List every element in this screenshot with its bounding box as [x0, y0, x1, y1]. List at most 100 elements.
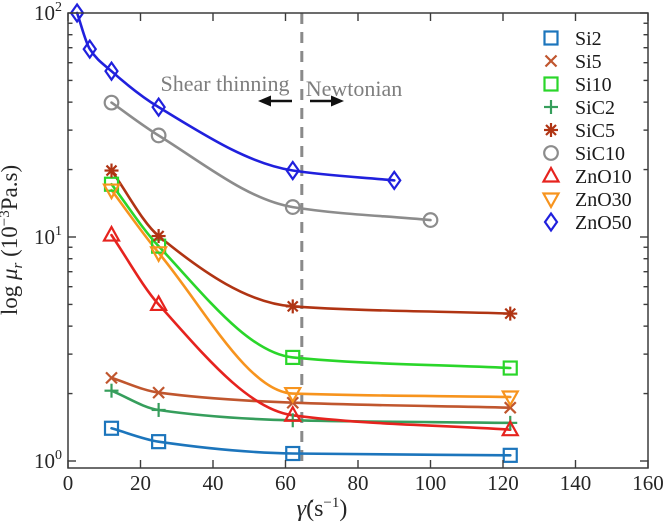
data-point-ZnO50 [69, 2, 85, 24]
legend-label-sic2: SiC2 [575, 97, 615, 119]
legend-label-zno10: ZnO10 [575, 166, 632, 188]
data-point-Si2-shape [502, 447, 518, 463]
legend-marker-zno10-icon-shape [541, 165, 561, 183]
data-point-ZnO30-shape [102, 183, 121, 201]
series-curve-Si10 [110, 182, 512, 370]
data-point-Si10-shape [285, 349, 301, 366]
legend-item-sic5: SiC5 [544, 120, 615, 142]
x-axis-label: γ̇(s−1) [297, 495, 348, 522]
data-point-ZnO50-shape [151, 96, 166, 118]
data-point-SiC2 [151, 402, 166, 417]
data-point-SiC10-shape [150, 127, 167, 144]
x-tick-label-100: 100 [415, 471, 447, 495]
legend-item-si2: Si2 [543, 28, 602, 50]
y-tick-label-10e1: 101 [34, 224, 62, 249]
data-point-SiC5-stroke [152, 230, 165, 242]
legend-item-sic2: SiC2 [544, 97, 615, 119]
legend-marker-sic2-icon [544, 100, 558, 114]
tick-labels: 0 20 40 60 80 100 120 140 160 100 101 102 [34, 0, 664, 495]
data-point-ZnO30 [500, 390, 520, 408]
data-point-SiC10-shape [103, 94, 120, 111]
data-point-Si10 [502, 360, 518, 376]
data-point-ZnO50-shape [386, 169, 402, 191]
legend-item-sic10: SiC10 [543, 143, 625, 165]
legend-marker-sic5-icon [544, 123, 558, 137]
data-point-Si2 [151, 434, 167, 450]
data-point-SiC10-shape [284, 199, 301, 215]
legend-item-si10: Si10 [543, 74, 612, 96]
left-arrow-head-icon [258, 95, 271, 107]
legend-item-zno50: ZnO50 [543, 211, 632, 234]
series-curve-Si2 [110, 427, 512, 457]
data-point-ZnO50-shape [69, 2, 85, 24]
data-point-SiC5 [104, 163, 119, 178]
regime-arrows [258, 95, 344, 107]
data-point-ZnO50-shape [285, 160, 301, 181]
series-markers-ZnO10 [102, 224, 520, 437]
legend-item-zno10: ZnO10 [541, 165, 632, 188]
data-point-Si2 [285, 445, 301, 462]
x-tick-label-20: 20 [130, 471, 151, 495]
legend-marker-zno30-icon [541, 192, 561, 210]
axis-ticks [67, 12, 649, 468]
data-point-Si2-shape [151, 434, 167, 450]
series-markers-SiC10 [103, 94, 439, 228]
data-point-ZnO10 [102, 224, 121, 242]
legend-marker-si2-icon-shape [543, 30, 559, 46]
data-point-SiC5 [151, 229, 166, 244]
legend-marker-sic5-icon-stroke [545, 124, 557, 136]
series-curve-ZnO50 [75, 11, 396, 182]
data-point-ZnO50 [82, 38, 98, 60]
legend-label-sic10: SiC10 [575, 143, 625, 165]
series-curve-ZnO30 [110, 188, 512, 399]
newtonian-label: Newtonian [306, 76, 403, 101]
series-curve-SiC5 [110, 169, 512, 315]
data-point-SiC5-stroke [286, 300, 299, 313]
legend-marker-zno30-icon-shape [541, 192, 561, 210]
data-point-SiC5-stroke [105, 164, 118, 177]
legend-marker-zno10-icon [541, 165, 561, 183]
data-point-SiC5-stroke [504, 307, 517, 320]
legend-marker-si5-icon [544, 54, 558, 68]
series-curves [75, 11, 512, 457]
data-point-ZnO30-shape [149, 246, 168, 264]
series-markers-ZnO30 [102, 183, 520, 408]
data-point-ZnO50 [104, 60, 119, 82]
data-point-Si10-shape [502, 360, 518, 376]
legend-marker-si2-icon [543, 30, 559, 46]
legend-item-zno30: ZnO30 [541, 189, 632, 211]
data-point-ZnO30-shape [283, 386, 303, 404]
legend-marker-si10-icon-shape [543, 76, 559, 92]
data-point-Si2 [103, 420, 120, 436]
legend-marker-sic10-icon [543, 145, 559, 161]
legend-item-si5: Si5 [544, 51, 602, 73]
legend-label-si2: Si2 [575, 28, 602, 50]
right-arrow-head-icon [331, 95, 344, 107]
data-point-ZnO10 [283, 405, 303, 422]
data-point-SiC10 [150, 127, 167, 144]
data-point-ZnO50 [285, 160, 301, 181]
series-markers-SiC5 [104, 163, 518, 321]
x-tick-label-80: 80 [348, 471, 369, 495]
y-tick-label-10e0: 100 [34, 448, 62, 473]
legend-label-zno50: ZnO50 [575, 212, 632, 234]
series-markers [69, 2, 520, 463]
data-point-Si5 [152, 386, 165, 399]
data-point-Si5-stroke [503, 401, 517, 414]
data-point-ZnO50 [386, 169, 402, 191]
legend-label-zno30: ZnO30 [575, 189, 632, 211]
data-point-ZnO50 [151, 96, 166, 118]
legend-marker-si5-icon-stroke [544, 54, 558, 68]
data-point-Si2 [502, 447, 518, 463]
data-point-SiC2 [104, 383, 119, 398]
legend-label-si5: Si5 [575, 51, 602, 73]
x-tick-label-40: 40 [203, 471, 224, 495]
legend-marker-sic10-icon-shape [543, 145, 559, 161]
data-point-ZnO30 [283, 386, 303, 404]
series-markers-ZnO50 [69, 2, 402, 191]
data-point-SiC10 [103, 94, 120, 111]
data-point-Si5-stroke [105, 371, 118, 385]
data-point-ZnO10 [149, 294, 168, 312]
